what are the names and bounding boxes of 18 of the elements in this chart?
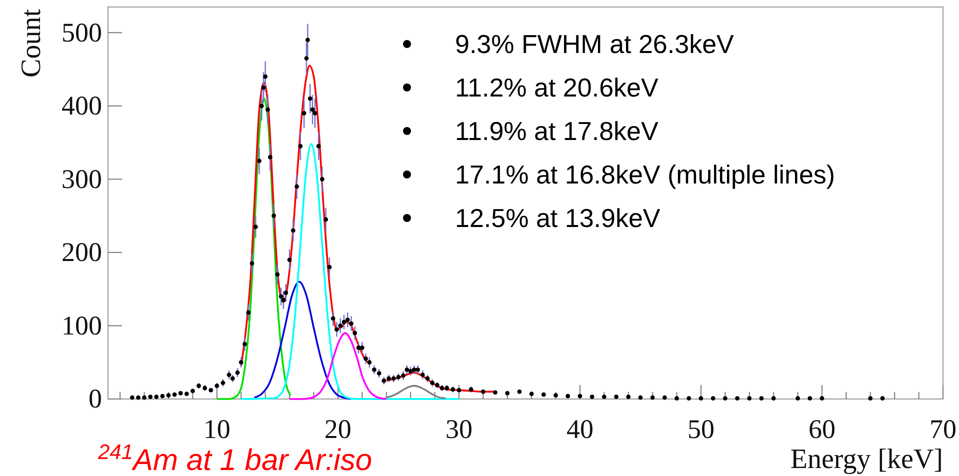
annotation: 11.2% at 20.6keV (455, 72, 659, 102)
y-tick-label: 200 (62, 237, 102, 268)
y-tick-label: 500 (62, 17, 102, 48)
annotation: 11.9% at 17.8keV (455, 116, 659, 146)
annotation: 9.3% FWHM at 26.3keV (455, 29, 735, 59)
x-axis-title: Energy [keV] (790, 444, 943, 475)
y-tick-label: 400 (62, 90, 102, 121)
y-tick-label: 300 (62, 164, 102, 194)
annotation: 12.5% at 13.9keV (455, 203, 661, 233)
x-tick-label: 70 (930, 414, 956, 444)
x-tick-label: 50 (687, 414, 714, 444)
x-tick-label: 40 (566, 414, 594, 444)
annotation: 17.1% at 16.8keV (multiple lines) (455, 160, 836, 190)
y-tick-label: 100 (62, 310, 102, 340)
y-tick-label: 0 (88, 384, 102, 414)
x-tick-label: 60 (808, 414, 836, 444)
x-tick-label: 30 (445, 414, 472, 444)
y-axis-title: Count (16, 8, 47, 78)
